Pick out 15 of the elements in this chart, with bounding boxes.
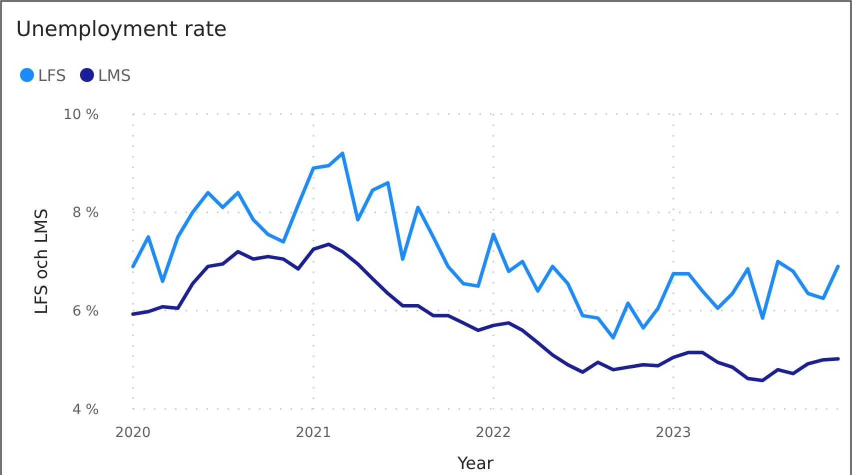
x-tick-label: 2022	[476, 425, 512, 441]
x-tick-label: 2020	[115, 425, 151, 441]
legend-label: LFS	[38, 66, 66, 85]
y-axis-title: LFS och LMS	[32, 208, 52, 315]
line-series	[131, 242, 840, 382]
y-tick-label: 10 %	[63, 106, 99, 123]
x-tick-label: 2023	[656, 425, 692, 441]
x-tick-label: 2021	[296, 425, 332, 441]
line-series	[131, 152, 840, 340]
y-tick-label: 8 %	[72, 205, 99, 222]
x-axis-title: Year	[456, 454, 494, 474]
chart-title: Unemployment rate	[16, 17, 227, 41]
legend-label: LMS	[98, 66, 131, 85]
y-tick-label: 6 %	[72, 304, 99, 320]
y-tick-label: 4 %	[72, 402, 99, 418]
